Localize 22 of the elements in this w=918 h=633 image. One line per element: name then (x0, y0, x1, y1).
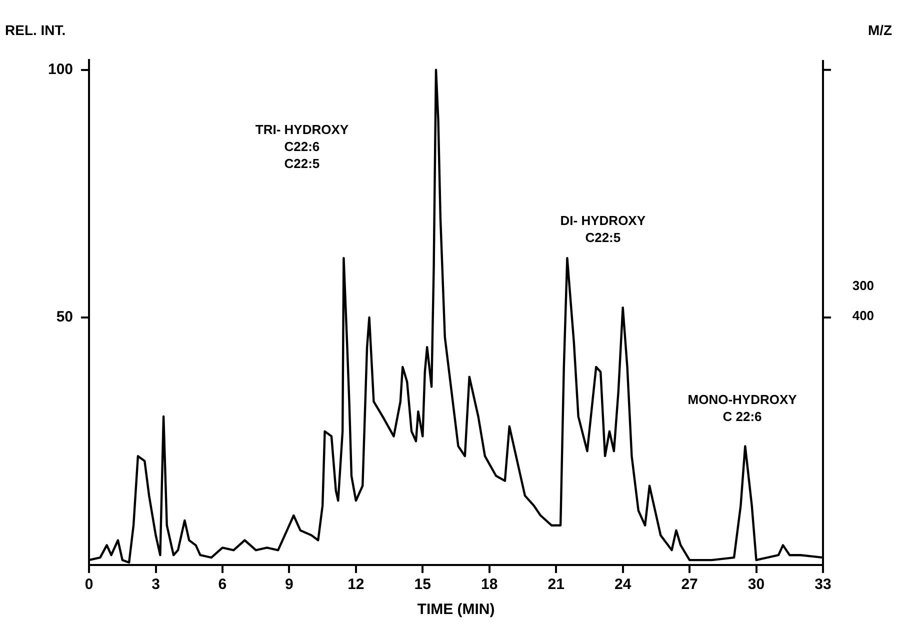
x-tick-label: 12 (348, 576, 364, 594)
x-axis-title: TIME (MIN) (417, 601, 495, 618)
text: 300 (852, 277, 874, 294)
x-tick-label: 27 (681, 576, 698, 594)
y-tick-label: 50 (56, 308, 74, 326)
annotation: TRI- HYDROXY C22:6 C22:5 (255, 120, 349, 172)
x-tick-label: 6 (218, 576, 227, 594)
x-tick-label: 21 (548, 576, 564, 594)
annotation: DI- HYDROXY C22:5 (560, 212, 646, 246)
text: 400 (852, 307, 874, 324)
x-tick-label: 9 (285, 576, 294, 594)
x-tick-label: 18 (481, 576, 498, 594)
y-tick-label: 100 (48, 61, 74, 78)
x-tick-label: 15 (414, 576, 431, 594)
x-tick-label: 0 (84, 576, 94, 594)
x-tick-label: 24 (614, 576, 632, 594)
annotation: MONO-HYDROXY C 22:6 (688, 390, 797, 425)
x-tick-label: 33 (814, 576, 832, 594)
x-tick-label: 3 (152, 576, 160, 594)
y2-axis-title: M/Z (868, 22, 892, 38)
y-axis-title: REL. INT. (5, 22, 66, 38)
x-tick-label: 30 (748, 576, 765, 594)
